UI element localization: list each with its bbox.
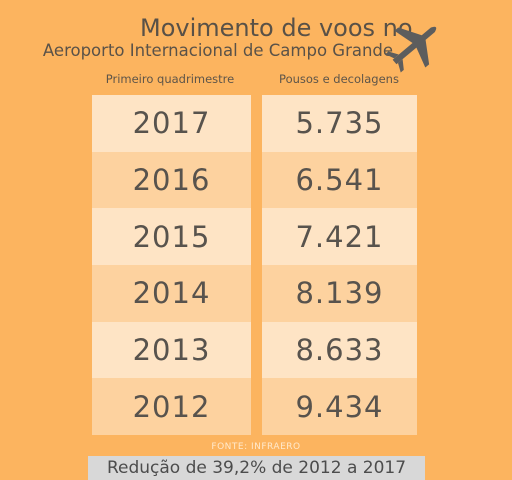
value-cell: 6.541 — [262, 151, 417, 209]
airplane-icon — [385, 26, 437, 73]
year-cell: 2014 — [92, 265, 251, 322]
value-column: 5.735 6.541 7.421 8.139 8.633 9.434 — [262, 95, 417, 436]
value-cell: 9.434 — [262, 378, 417, 436]
value-cell: 8.633 — [262, 321, 417, 379]
value-cell: 8.139 — [262, 265, 417, 322]
chart-title: Movimento de voos no — [140, 14, 413, 42]
year-cell: 2013 — [92, 321, 251, 379]
year-cell: 2012 — [92, 378, 251, 436]
year-cell: 2015 — [92, 208, 251, 266]
value-cell: 5.735 — [262, 95, 417, 152]
value-cell: 7.421 — [262, 208, 417, 266]
column-header-quadrimestre: Primeiro quadrimestre — [105, 72, 235, 86]
source-note: FONTE: INFRAERO — [211, 442, 301, 452]
year-column: 2017 2016 2015 2014 2013 2012 — [92, 95, 251, 436]
column-header-pousos: Pousos e decolagens — [279, 72, 399, 86]
year-cell: 2017 — [92, 95, 251, 152]
footer-summary: Redução de 39,2% de 2012 a 2017 — [88, 456, 425, 480]
year-cell: 2016 — [92, 151, 251, 209]
chart-subtitle: Aeroporto Internacional de Campo Grande — [42, 41, 394, 60]
